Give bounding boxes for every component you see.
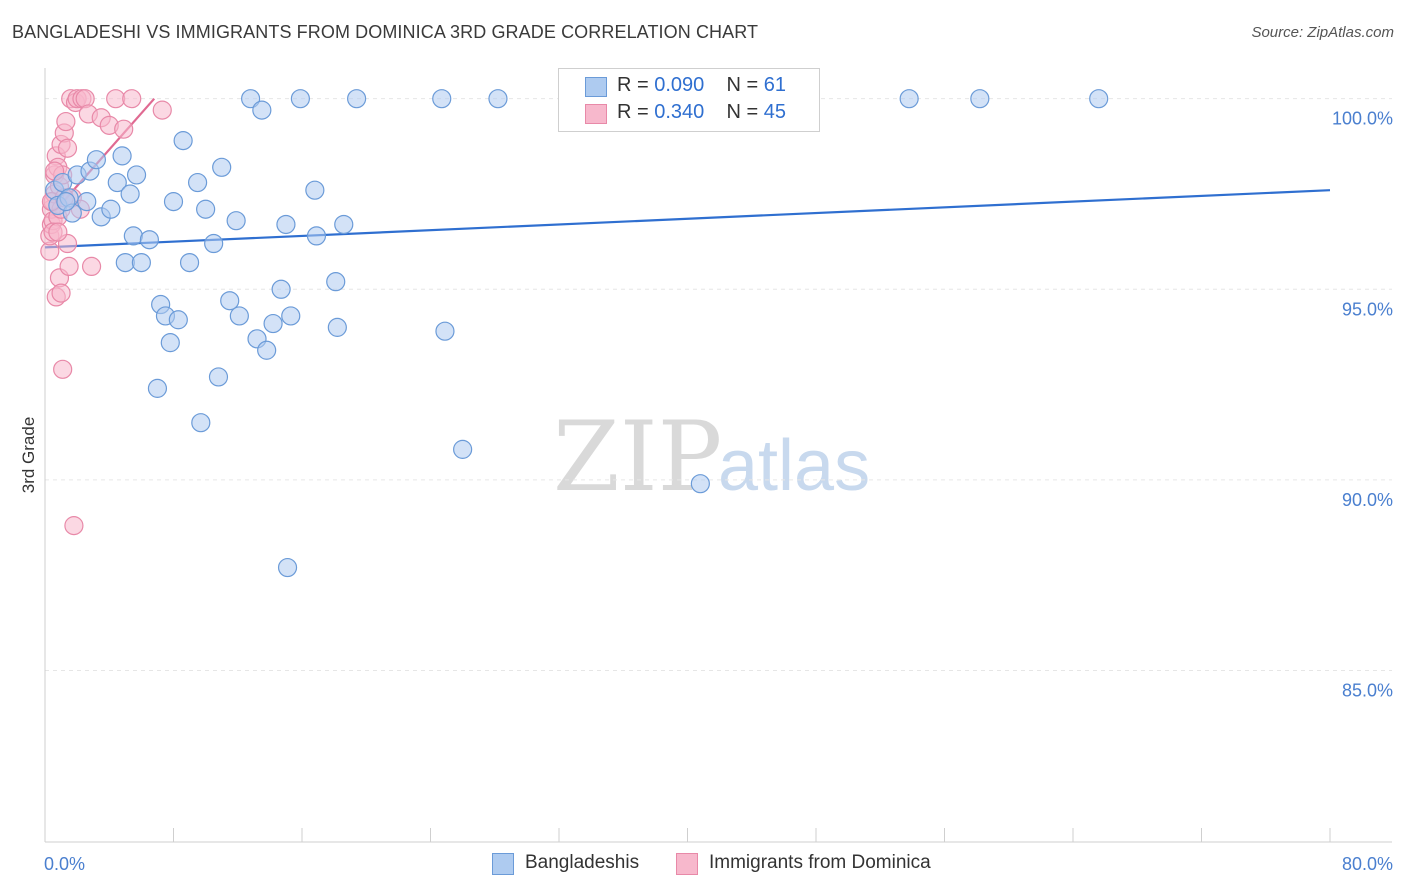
point-dominica [122, 89, 142, 109]
legend-swatch-blue [585, 77, 607, 97]
point-bangladeshi [347, 89, 367, 109]
point-bangladeshi [453, 439, 473, 459]
point-bangladeshi [277, 557, 298, 578]
point-bangladeshi [179, 252, 200, 273]
point-bangladeshi [120, 184, 140, 204]
y-tick-label: 85.0% [1342, 680, 1393, 700]
point-bangladeshi [123, 226, 143, 246]
point-bangladeshi [139, 230, 160, 250]
point-bangladeshi [77, 192, 97, 212]
point-bangladeshi [196, 199, 216, 219]
point-bangladeshi [290, 89, 310, 109]
point-bangladeshi [107, 172, 127, 193]
point-dominica [48, 222, 68, 242]
y-axis-label: 3rd Grade [19, 417, 38, 494]
point-bangladeshi [334, 214, 354, 235]
point-bangladeshi [306, 226, 327, 246]
y-tick-label: 95.0% [1342, 299, 1393, 319]
x-tick-label: 0.0% [44, 854, 85, 874]
point-dominica [57, 138, 78, 158]
point-bangladeshi [220, 291, 240, 311]
point-bangladeshi [281, 306, 301, 326]
point-bangladeshi [305, 180, 325, 200]
point-bangladeshi [173, 131, 193, 151]
watermark-zip: ZIP [553, 401, 722, 513]
point-bangladeshi [326, 272, 346, 292]
legend-n-label: N = [726, 101, 759, 123]
legend-r-value: 0.340 [654, 101, 705, 123]
point-bangladeshi [112, 146, 132, 166]
point-bangladeshi [488, 89, 508, 109]
point-bangladeshi [899, 89, 919, 109]
chart-title: BANGLADESHI VS IMMIGRANTS FROM DOMINICA … [12, 22, 759, 42]
legend-r-label: R = [617, 101, 649, 123]
point-dominica [64, 516, 84, 536]
bottom-legend-label: Bangladeshis [525, 852, 640, 873]
point-bangladeshi [204, 233, 224, 254]
point-bangladeshi [276, 214, 296, 235]
point-bangladeshi [187, 172, 208, 193]
point-bangladeshi [226, 211, 246, 231]
bottom-legend-swatch-blue [492, 853, 514, 875]
point-bangladeshi [970, 89, 990, 109]
point-bangladeshi [147, 378, 168, 398]
legend-r-value: 0.090 [654, 74, 705, 96]
point-dominica [106, 89, 126, 109]
point-bangladeshi [1089, 89, 1109, 109]
point-bangladeshi [435, 321, 455, 341]
legend-swatch-pink [585, 104, 607, 124]
point-bangladeshi [191, 413, 211, 433]
chart-source: Source: ZipAtlas.com [1251, 24, 1394, 41]
bottom-legend-label: Immigrants from Dominica [709, 852, 931, 873]
point-bangladeshi [101, 199, 121, 219]
y-tick-label: 90.0% [1342, 490, 1393, 510]
point-bangladeshi [257, 340, 277, 360]
point-bangladeshi [86, 150, 107, 170]
point-dominica [51, 283, 71, 303]
point-dominica [114, 119, 134, 139]
point-bangladeshi [229, 306, 249, 326]
point-bangladeshi [271, 279, 291, 299]
trend-line-bangladeshi [44, 189, 1331, 249]
point-dominica [56, 111, 76, 132]
point-bangladeshi [241, 89, 261, 109]
point-bangladeshi [263, 313, 283, 334]
point-bangladeshi [208, 367, 229, 387]
point-bangladeshi [432, 89, 452, 109]
legend-r-label: R = [617, 74, 649, 96]
point-dominica [152, 100, 172, 120]
legend-n-value: 61 [763, 74, 787, 96]
point-bangladeshi [126, 165, 147, 185]
point-bangladeshi [168, 310, 188, 330]
point-dominica [59, 256, 79, 277]
point-bangladeshi [690, 474, 710, 494]
legend: R = 0.090 N = 61 R = 0.340 N = 45 [558, 68, 820, 132]
y-tick-label: 100.0% [1332, 109, 1393, 129]
x-tick-label: 80.0% [1342, 854, 1393, 874]
watermark-atlas: atlas [718, 426, 870, 506]
bottom-legend-swatch-pink [676, 853, 698, 875]
point-bangladeshi [163, 192, 184, 212]
point-bangladeshi [212, 157, 232, 177]
point-bangladeshi [56, 192, 76, 212]
point-dominica [53, 359, 73, 379]
legend-n-value: 45 [763, 101, 787, 123]
point-bangladeshi [115, 252, 135, 273]
point-dominica [81, 256, 102, 277]
point-bangladeshi [160, 333, 180, 353]
point-bangladeshi [131, 252, 151, 273]
legend-n-label: N = [726, 74, 759, 96]
point-bangladeshi [252, 100, 272, 120]
point-bangladeshi [327, 317, 347, 337]
